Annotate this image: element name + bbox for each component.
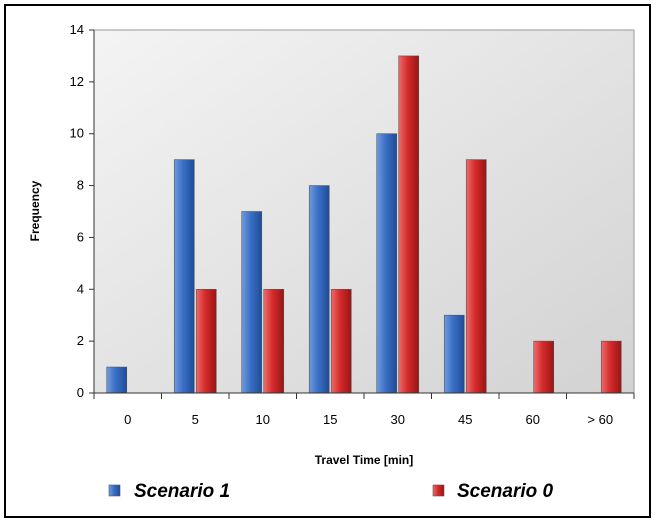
x-tick-label: 0	[124, 412, 131, 427]
x-tick-label: 10	[256, 412, 270, 427]
bar-scenario-0-5	[465, 159, 487, 394]
legend-label-scenario-0: Scenario 0	[457, 481, 554, 502]
x-tick-label: 5	[192, 412, 199, 427]
x-tick-label: 60	[526, 412, 540, 427]
legend-label-scenario-1: Scenario 1	[134, 481, 230, 502]
bar-scenario-1-5	[443, 314, 465, 394]
y-tick-label: 12	[70, 74, 84, 89]
y-tick-label: 4	[77, 281, 84, 296]
bar-scenario-1-4	[376, 133, 398, 394]
x-tick-label: 45	[458, 412, 472, 427]
y-tick-label: 2	[77, 333, 84, 348]
bar-scenario-0-7	[600, 340, 622, 394]
bar-scenario-0-4	[398, 55, 420, 394]
x-tick-label: > 60	[587, 412, 613, 427]
y-tick-label: 10	[70, 126, 84, 141]
x-axis-title: Travel Time [min]	[315, 453, 413, 467]
legend-swatch-scenario-0	[432, 484, 445, 497]
bar-scenario-1-3	[308, 185, 330, 394]
bar-scenario-1-0	[106, 366, 128, 394]
y-tick-label: 0	[77, 385, 84, 400]
bar-scenario-0-6	[533, 340, 555, 394]
bar-scenario-0-2	[263, 288, 285, 394]
legend-swatch-scenario-1	[108, 484, 121, 497]
y-axis-title: Frequency	[28, 180, 42, 241]
x-tick-label: 15	[323, 412, 337, 427]
bar-scenario-1-1	[173, 159, 195, 394]
y-tick-label: 14	[70, 22, 84, 37]
x-tick-label: 30	[391, 412, 405, 427]
bar-scenario-0-1	[195, 288, 217, 394]
y-tick-label: 6	[77, 229, 84, 244]
bar-scenario-0-3	[330, 288, 352, 394]
bar-scenario-1-2	[241, 211, 263, 394]
y-tick-label: 8	[77, 178, 84, 193]
